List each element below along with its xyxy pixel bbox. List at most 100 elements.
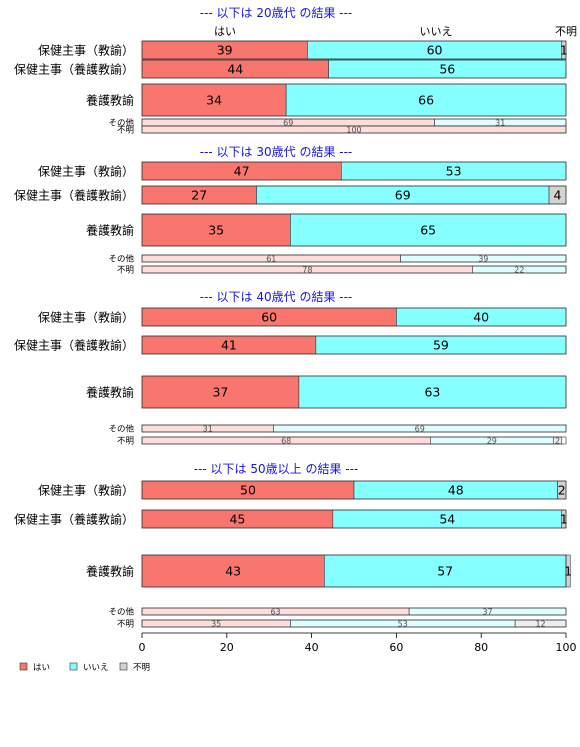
legend-swatch xyxy=(19,662,28,671)
bar-outline xyxy=(141,59,567,79)
row-label: 養護教諭 xyxy=(86,222,134,237)
column-label-yes: はい xyxy=(214,25,236,38)
panel-title: --- 以下は 30歳代 の結果 --- xyxy=(200,145,353,159)
data-label: 69 xyxy=(395,188,411,203)
data-label: 60 xyxy=(427,43,443,58)
data-label: 31 xyxy=(203,424,213,433)
data-label: 48 xyxy=(448,483,464,498)
bar-outline xyxy=(141,509,567,529)
data-label: 47 xyxy=(234,164,250,179)
row-label: 保健主事（教諭） xyxy=(38,482,134,497)
bar-segment xyxy=(141,83,287,117)
data-label: 37 xyxy=(482,607,492,616)
data-label: 43 xyxy=(225,564,241,579)
data-label: 69 xyxy=(415,424,425,433)
bar-outline xyxy=(141,554,567,588)
bar-outline xyxy=(141,254,567,263)
legend-swatch xyxy=(119,662,128,671)
bar-outline xyxy=(141,185,567,205)
bar-outline xyxy=(141,83,567,117)
row-label: その他 xyxy=(108,607,134,618)
legend-swatch xyxy=(69,662,78,671)
row-label: 保健主事（養護教諭） xyxy=(14,511,134,526)
row-label: 不明 xyxy=(117,437,134,447)
data-label: 39 xyxy=(217,43,233,58)
legend-label: いいえ xyxy=(83,663,109,673)
data-label: 100 xyxy=(346,125,361,134)
row-label: 不明 xyxy=(117,620,134,630)
data-label: 53 xyxy=(398,619,408,628)
data-label: 57 xyxy=(437,564,453,579)
bar-outline xyxy=(141,161,567,181)
bar-outline xyxy=(141,424,567,433)
data-label: 60 xyxy=(261,310,277,325)
data-label: 34 xyxy=(206,93,222,108)
x-tick-label: 80 xyxy=(474,641,488,654)
row-label: その他 xyxy=(108,254,134,265)
x-tick-label: 60 xyxy=(389,641,403,654)
data-label: 4 xyxy=(554,188,562,203)
bar-segment xyxy=(298,375,567,409)
row-label: 保健主事（養護教諭） xyxy=(14,337,134,352)
bar-outline xyxy=(141,335,567,355)
x-tick-label: 100 xyxy=(556,641,577,654)
bar-outline xyxy=(141,265,567,274)
data-label: 41 xyxy=(221,338,237,353)
bar-outline xyxy=(141,213,567,247)
data-label: 40 xyxy=(473,310,489,325)
row-label: 養護教諭 xyxy=(86,563,134,578)
data-label: 27 xyxy=(191,188,207,203)
data-label: 1 xyxy=(564,564,572,579)
data-label: 53 xyxy=(446,164,462,179)
x-tick-label: 40 xyxy=(305,641,319,654)
data-label: 66 xyxy=(418,93,434,108)
data-label: 37 xyxy=(212,385,228,400)
data-label: 44 xyxy=(227,62,243,77)
data-label: 1 xyxy=(560,512,568,527)
data-label: 2 xyxy=(558,483,566,498)
column-label-unknown: 不明 xyxy=(555,25,577,38)
row-label: 養護教諭 xyxy=(86,92,134,107)
bar-outline xyxy=(141,436,567,445)
data-label: 1 xyxy=(560,43,568,58)
bar-outline xyxy=(141,125,567,134)
panel-title: --- 以下は 50歳以上 の結果 --- xyxy=(194,462,359,476)
row-label: その他 xyxy=(108,118,134,129)
panel-title: --- 以下は 20歳代 の結果 --- xyxy=(200,6,353,20)
data-label: 63 xyxy=(424,385,440,400)
data-label: 56 xyxy=(439,62,455,77)
panel-title: --- 以下は 40歳代 の結果 --- xyxy=(200,290,353,304)
row-label: 不明 xyxy=(117,126,134,136)
data-label: 12 xyxy=(535,619,545,628)
bar-outline xyxy=(141,307,567,327)
data-label: 68 xyxy=(281,436,291,445)
data-label: 35 xyxy=(211,619,221,628)
bar-outline xyxy=(141,375,567,409)
column-label-no: いいえ xyxy=(420,25,453,38)
row-label: 養護教諭 xyxy=(86,384,134,399)
row-label: 保健主事（養護教諭） xyxy=(14,61,134,76)
row-label: 保健主事（教諭） xyxy=(38,42,134,57)
x-tick-label: 0 xyxy=(139,641,146,654)
data-label: 65 xyxy=(420,223,436,238)
data-label: 59 xyxy=(433,338,449,353)
data-label: 29 xyxy=(487,436,497,445)
row-label: 不明 xyxy=(117,266,134,276)
data-label: 35 xyxy=(208,223,224,238)
data-label: 2 xyxy=(555,436,560,445)
x-tick-label: 20 xyxy=(220,641,234,654)
row-label: その他 xyxy=(108,424,134,435)
bar-outline xyxy=(141,619,567,628)
data-label: 39 xyxy=(478,254,488,263)
data-label: 61 xyxy=(266,254,276,263)
bar-outline xyxy=(141,480,567,500)
legend-label: はい xyxy=(33,663,50,673)
bar-segment xyxy=(324,554,567,588)
data-label: 31 xyxy=(495,118,505,127)
data-label: 50 xyxy=(240,483,256,498)
data-label: 45 xyxy=(229,512,245,527)
row-label: 保健主事（教諭） xyxy=(38,163,134,178)
row-label: 保健主事（養護教諭） xyxy=(14,187,134,202)
bar-segment xyxy=(290,213,567,247)
